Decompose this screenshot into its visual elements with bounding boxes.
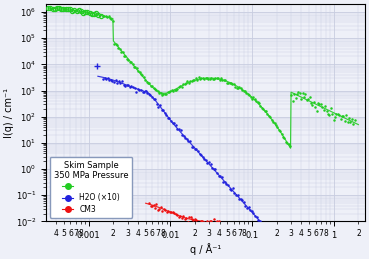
X-axis label: q / Å⁻¹: q / Å⁻¹: [190, 243, 221, 255]
Y-axis label: I(q) / cm⁻¹: I(q) / cm⁻¹: [4, 88, 14, 138]
Legend: , H2O (×10), CM3: , H2O (×10), CM3: [50, 157, 132, 218]
